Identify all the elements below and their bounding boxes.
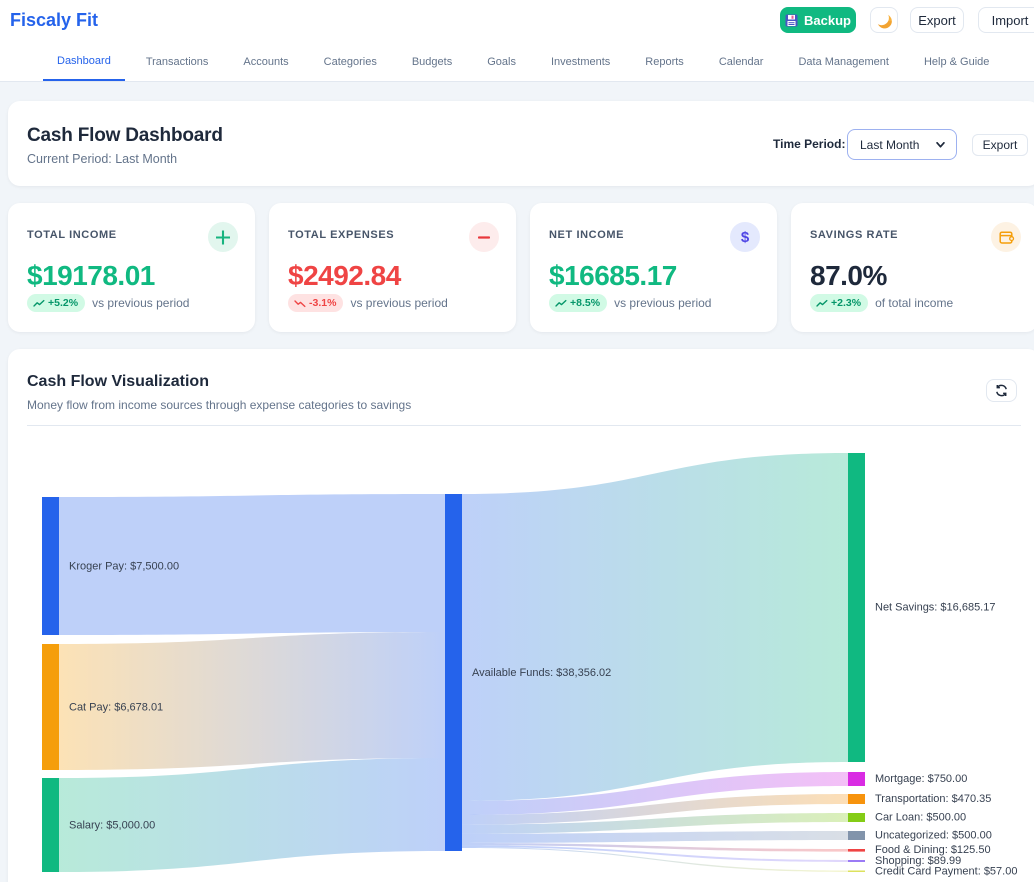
svg-text:Food & Dining: $125.50: Food & Dining: $125.50 (875, 844, 991, 856)
svg-text:Net Savings: $16,685.17: Net Savings: $16,685.17 (875, 601, 995, 613)
svg-text:Car Loan: $500.00: Car Loan: $500.00 (875, 811, 966, 823)
svg-text:Kroger Pay: $7,500.00: Kroger Pay: $7,500.00 (69, 560, 179, 572)
svg-text:Shopping: $89.99: Shopping: $89.99 (875, 855, 961, 867)
svg-text:Salary: $5,000.00: Salary: $5,000.00 (69, 819, 155, 831)
svg-text:Uncategorized: $500.00: Uncategorized: $500.00 (875, 829, 992, 841)
svg-text:Available Funds: $38,356.02: Available Funds: $38,356.02 (472, 667, 611, 679)
svg-text:Transportation: $470.35: Transportation: $470.35 (875, 793, 991, 805)
svg-text:Credit Card Payment: $57.00: Credit Card Payment: $57.00 (875, 866, 1017, 878)
svg-text:Cat Pay: $6,678.01: Cat Pay: $6,678.01 (69, 701, 163, 713)
svg-text:Mortgage: $750.00: Mortgage: $750.00 (875, 773, 967, 785)
